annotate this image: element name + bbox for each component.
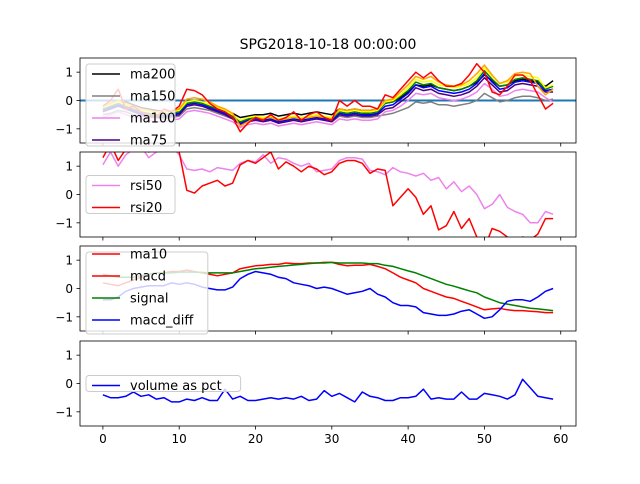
y-tick-label: 1 (65, 160, 73, 174)
legend-label: macd (130, 270, 166, 285)
y-tick-label: 1 (65, 254, 73, 268)
y-tick-label: 0 (65, 377, 73, 391)
y-tick-label: 0 (65, 188, 73, 202)
legend-box (85, 63, 176, 147)
y-tick-label: −1 (55, 122, 73, 136)
y-tick-label: −1 (55, 310, 73, 324)
legend-label: macd_diff (130, 314, 194, 329)
legend-label: ma75 (130, 134, 167, 149)
x-tick-label: 30 (324, 432, 339, 446)
x-tick-label: 20 (248, 432, 263, 446)
panel-1: 1 0 −1 ma200 ma150 ma100 ma75 (55, 57, 577, 149)
legend-box (85, 251, 209, 335)
y-tick-label: −1 (55, 405, 73, 419)
panel-3: 1 0 −1 ma10 macd signal macd_diff (55, 245, 577, 335)
legend-label: rsi50 (130, 179, 162, 194)
legend-3: ma10 macd signal macd_diff (85, 248, 209, 335)
x-tick-label: 40 (400, 432, 415, 446)
x-tick-label: 0 (99, 432, 107, 446)
legend-label: ma150 (130, 90, 175, 105)
legend-label: signal (130, 292, 168, 307)
series-volume-as-pct (102, 378, 554, 403)
panel-2: 1 0 −1 rsi50 rsi20 (55, 151, 577, 241)
y-tick-label: 0 (65, 282, 73, 296)
legend-1: ma200 ma150 ma100 ma75 (85, 63, 176, 149)
legend-4: volume as pct (85, 375, 242, 394)
series-line-1-9 (102, 62, 554, 133)
y-tick-label: 1 (65, 349, 73, 363)
x-tick-label: 50 (477, 432, 492, 446)
plot-area-2 (102, 152, 554, 237)
legend-label: ma200 (130, 68, 175, 83)
legend-label: volume as pct (130, 379, 222, 394)
legend-2: rsi50 rsi20 (85, 175, 176, 216)
series-rsi50 (102, 152, 554, 224)
chart-title: SPG2018-10-18 00:00:00 (240, 37, 417, 53)
legend-box (85, 375, 242, 392)
series-ma100 (102, 82, 554, 129)
legend-label: ma100 (130, 112, 175, 127)
y-tick-label: −1 (55, 216, 73, 230)
x-tick-label: 60 (553, 432, 568, 446)
y-tick-label: 1 (65, 66, 73, 80)
legend-label: rsi20 (130, 201, 162, 216)
series-line-1-7 (102, 67, 554, 122)
y-tick-label: 0 (65, 94, 73, 108)
x-tick-label: 10 (172, 432, 187, 446)
series-ma75 (102, 77, 554, 126)
legend-label: ma10 (130, 248, 167, 263)
plot-area-4 (102, 378, 554, 403)
series-rsi20 (102, 152, 554, 237)
